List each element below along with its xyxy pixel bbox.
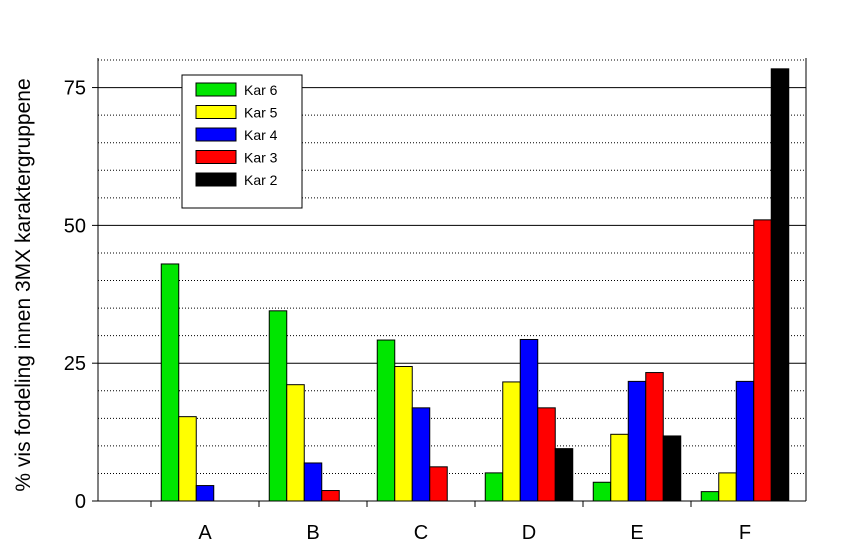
x-tick-labels: A B C D E F (198, 522, 751, 544)
axes (92, 58, 807, 507)
y-axis-title: % vis fordeling innen 3MX karaktergruppe… (12, 78, 35, 491)
legend: Kar 6 Kar 5 Kar 4 Kar 3 Kar 2 (181, 74, 303, 209)
legend-swatch-kar-2 (195, 172, 237, 187)
legend-label-kar-6: Kar 6 (244, 82, 278, 98)
bar-kar-6-e (592, 481, 612, 502)
legend-swatch-kar-5 (195, 105, 237, 119)
x-tick-label: F (739, 522, 751, 544)
legend-label-kar-4: Kar 4 (244, 127, 278, 143)
bar-kar-6-b (268, 310, 288, 502)
legend-label-kar-2: Kar 2 (244, 172, 278, 188)
y-tick-label: 75 (64, 78, 86, 100)
bar-kar-3-b (321, 490, 340, 502)
x-tick-label: C (414, 522, 428, 544)
legend-label-kar-3: Kar 3 (244, 150, 278, 166)
bar-kar-2-f (770, 68, 790, 502)
bar-kar-2-e (662, 435, 682, 502)
bar-kar-3-d (537, 407, 556, 502)
bar-kar-3-c (429, 466, 448, 502)
bar-kar-5-b (286, 384, 305, 502)
bar-kar-4-c (411, 407, 431, 502)
legend-label-kar-5: Kar 5 (244, 105, 278, 121)
x-tick-label: E (630, 522, 643, 544)
bar-kar-3-f (753, 219, 772, 502)
y-tick-label: 50 (64, 215, 86, 237)
bar-kar-5-f (718, 472, 737, 502)
bar-kar-4-b (303, 462, 323, 502)
bar-kar-4-a (195, 485, 215, 502)
bars (160, 68, 790, 502)
bar-kar-6-a (160, 263, 180, 502)
bar-kar-2-d (554, 448, 574, 502)
x-tick-label: D (522, 522, 536, 544)
legend-swatch-kar-3 (195, 150, 237, 164)
bar-kar-4-f (735, 380, 755, 502)
y-tick-labels: 0 25 50 75 (64, 78, 86, 513)
bar-kar-5-a (178, 416, 197, 502)
x-tick-label: B (306, 522, 319, 544)
legend-swatch-kar-6 (195, 82, 237, 97)
bar-kar-5-d (502, 381, 521, 502)
bar-kar-5-c (394, 365, 413, 502)
legend-swatch-kar-4 (195, 127, 237, 142)
bar-kar-6-f (700, 491, 720, 502)
bar-kar-5-e (610, 433, 629, 502)
x-tick-label: A (198, 522, 212, 544)
y-tick-label: 0 (75, 491, 86, 513)
bar-kar-6-c (376, 339, 396, 502)
bar-kar-4-e (627, 380, 647, 502)
bar-kar-3-e (645, 372, 664, 502)
bar-kar-6-d (484, 472, 504, 502)
y-tick-label: 25 (64, 353, 86, 375)
bar-kar-4-d (519, 338, 539, 502)
